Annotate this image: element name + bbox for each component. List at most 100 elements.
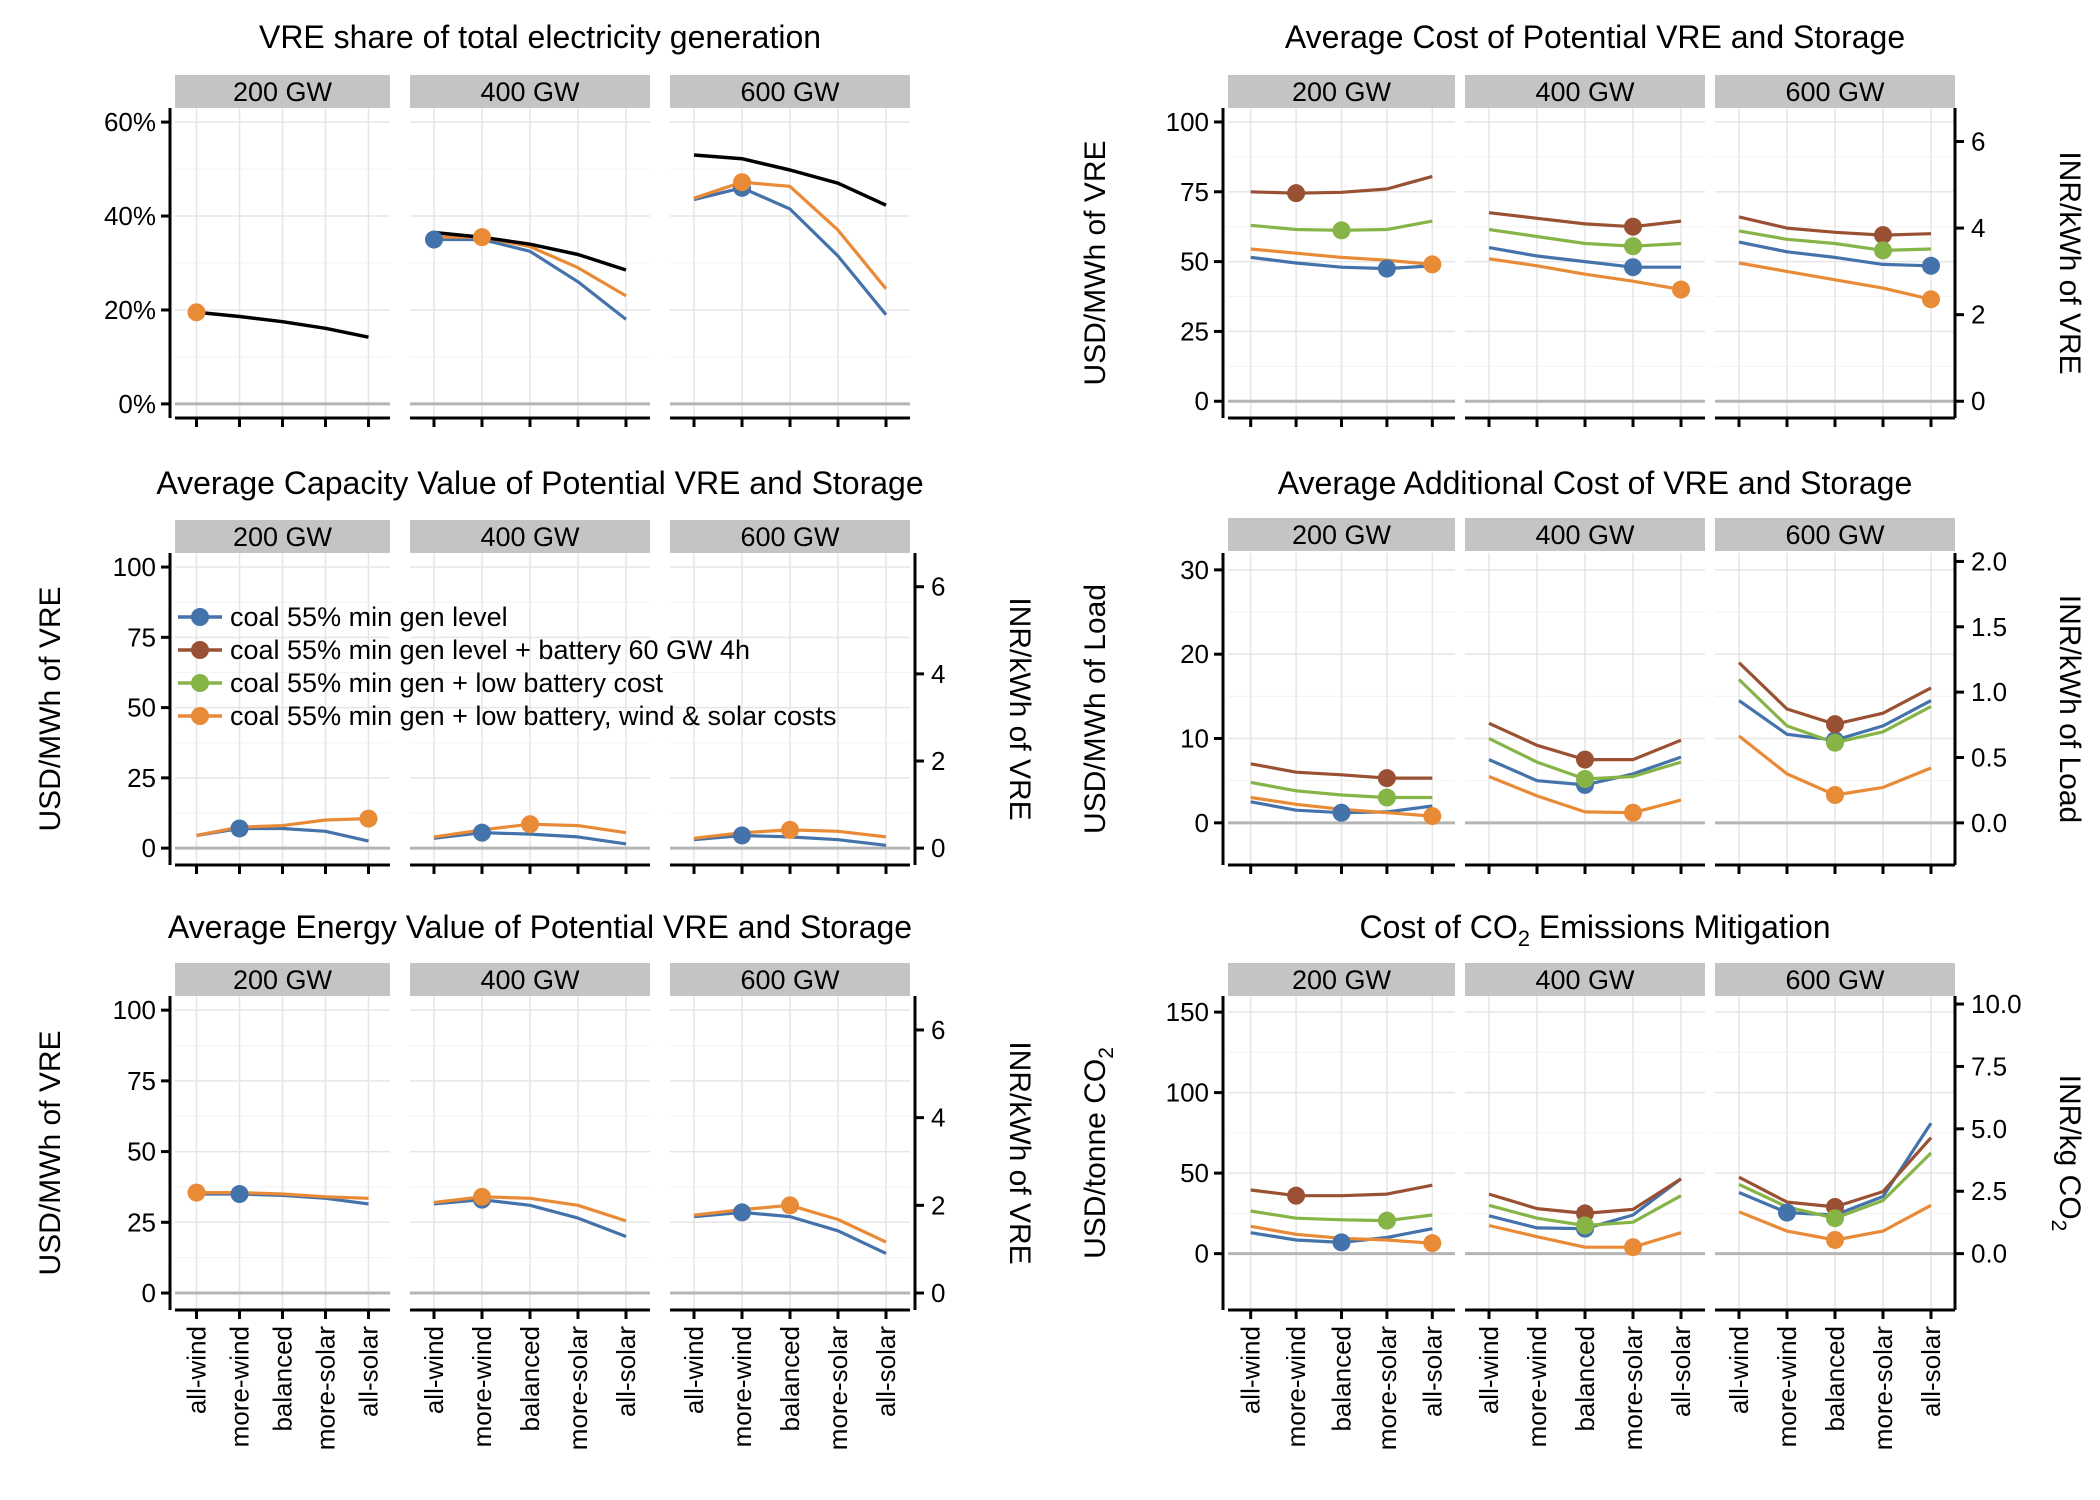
x-tick-label: more-wind [1281, 1326, 1311, 1447]
facet-label: 600 GW [740, 965, 840, 995]
highlight-point-low_all [1423, 255, 1442, 274]
y-tick-label: 50 [127, 1137, 156, 1167]
y-right-tick-label: 6 [931, 1015, 945, 1045]
highlight-point-low_all [1826, 1230, 1844, 1249]
highlight-point-coal [230, 819, 249, 838]
x-tick-label: more-solar [1868, 1326, 1898, 1451]
y-tick-label: 50 [1180, 1158, 1209, 1188]
y-axis-right-title: INR/kg CO2 [2047, 1075, 2086, 1232]
facet-200-gw: 200 GW all-wind more-wind balanced more-sola… [1228, 963, 1455, 1450]
highlight-point-low_battery [1377, 1211, 1396, 1230]
highlight-point-coal [473, 823, 491, 842]
y-right-tick-label: 4 [931, 1103, 945, 1133]
x-tick-label: more-solar [311, 1326, 341, 1451]
facet-strip [410, 75, 650, 108]
x-tick-label: all-solar [611, 1326, 641, 1417]
facet-label: 400 GW [1535, 965, 1635, 995]
series-line-vre [693, 153, 887, 207]
facet-label: 400 GW [1535, 77, 1635, 107]
highlight-point-coal [733, 826, 751, 845]
highlight-point-battery [1826, 715, 1844, 734]
x-tick-label: balanced [1820, 1326, 1850, 1432]
x-tick-label: more-solar [1372, 1326, 1402, 1451]
highlight-point-low_battery [1576, 769, 1594, 788]
facet-strip [1715, 75, 1955, 108]
legend-item-low_battery: coal 55% min gen + low battery cost [178, 668, 663, 698]
chart-title: VRE share of total electricity generatio… [259, 19, 821, 55]
highlight-point-coal [733, 1203, 751, 1222]
facet-400-gw: 400 GW [410, 75, 650, 427]
highlight-point-low_battery [1332, 221, 1351, 240]
facet-600-gw: 600 GW all-wind more-wind balanced more-sola… [1715, 963, 1955, 1450]
y-right-tick-label: 7.5 [1971, 1051, 2007, 1081]
facet-600-gw: 600 GW all-wind more-wind balanced more-sola… [670, 963, 910, 1450]
highlight-point-coal [1624, 258, 1642, 277]
y-right-tick-label: 10.0 [1971, 989, 2022, 1019]
highlight-point-low_all [781, 820, 799, 839]
highlight-point-low_battery [1826, 1209, 1844, 1228]
facet-400-gw: 400 GW [1465, 75, 1705, 427]
highlight-point-coal [1377, 259, 1396, 278]
y-tick-label: 0 [1195, 386, 1209, 416]
facet-strip [1228, 963, 1455, 996]
y-axis-title: USD/MWh of VRE [34, 586, 67, 831]
y-tick-label: 150 [1166, 997, 1209, 1027]
facet-strip [1465, 963, 1705, 996]
y-right-tick-label: 1.0 [1971, 677, 2007, 707]
series-line-coal [1488, 246, 1681, 269]
x-tick-label: balanced [775, 1326, 805, 1432]
highlight-point-low_battery [1826, 733, 1844, 752]
highlight-point-low_all [1826, 786, 1844, 805]
y-right-tick-label: 2 [1971, 300, 1985, 330]
y-axis-title: USD/MWh of VRE [1079, 140, 1112, 385]
facet-label: 400 GW [480, 522, 580, 552]
facet-strip [175, 963, 390, 996]
series-line-vre [433, 230, 627, 272]
highlight-point-low_battery [1576, 1216, 1594, 1235]
facet-200-gw: 200 GW [1228, 518, 1455, 874]
y-tick-label: 75 [127, 622, 156, 652]
y-axis-right-title: INR/kWh of VRE [1003, 597, 1036, 820]
legend-item-low_all: coal 55% min gen + low battery, wind & s… [178, 701, 837, 731]
facet-label: 400 GW [480, 965, 580, 995]
x-tick-label: more-solar [563, 1326, 593, 1451]
y-tick-label: 60% [104, 107, 156, 137]
highlight-point-battery [1576, 750, 1594, 769]
y-right-tick-label: 4 [931, 659, 945, 689]
y-right-tick-label: 6 [1971, 127, 1985, 157]
facet-400-gw: 400 GW all-wind more-wind balanced more-sola… [410, 963, 650, 1450]
facet-strip [1465, 75, 1705, 108]
facet-400-gw: 400 GW [1465, 518, 1705, 874]
y-right-tick-label: 4 [1971, 213, 1985, 243]
facet-strip [670, 75, 910, 108]
facet-strip [670, 963, 910, 996]
panel-additional-cost: Average Additional Cost of VRE and Stora… [1079, 465, 2086, 874]
highlight-point-low_all [473, 1187, 491, 1206]
legend-label: coal 55% min gen level [230, 602, 508, 632]
x-tick-label: balanced [1570, 1326, 1600, 1432]
highlight-point-low_all [1624, 1238, 1642, 1257]
y-tick-label: 75 [127, 1066, 156, 1096]
y-tick-label: 50 [127, 693, 156, 723]
facet-label: 600 GW [1785, 77, 1885, 107]
series-line-battery [1250, 762, 1433, 780]
x-tick-label: more-solar [1618, 1326, 1648, 1451]
y-right-tick-label: 0.5 [1971, 742, 2007, 772]
highlight-point-low_all [187, 1183, 206, 1202]
legend-label: coal 55% min gen + low battery, wind & s… [230, 701, 837, 731]
y-right-tick-label: 5.0 [1971, 1114, 2007, 1144]
facet-strip [410, 963, 650, 996]
y-right-tick-label: 2 [931, 1190, 945, 1220]
legend-item-battery: coal 55% min gen level + battery 60 GW 4… [178, 635, 750, 665]
series-line-low_all [1488, 257, 1682, 292]
x-tick-label: all-wind [1724, 1326, 1754, 1414]
facet-strip [1228, 75, 1455, 108]
x-tick-label: all-solar [1666, 1326, 1696, 1417]
y-tick-label: 0 [1195, 808, 1209, 838]
series-line-low_all [1488, 775, 1682, 815]
x-tick-label: all-solar [871, 1326, 901, 1417]
facet-strip [1715, 518, 1955, 551]
highlight-point-low_all [473, 228, 491, 247]
x-tick-label: all-solar [1417, 1326, 1447, 1417]
facet-label: 600 GW [740, 522, 840, 552]
